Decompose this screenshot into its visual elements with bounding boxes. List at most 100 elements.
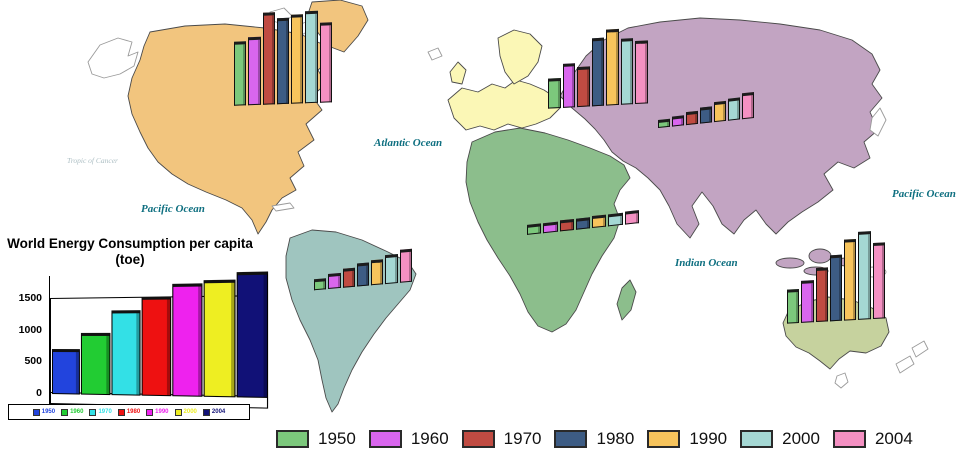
- mini-bar-1970: [342, 267, 355, 288]
- mini-bar-1960: [543, 221, 558, 234]
- legend-swatch: [461, 430, 495, 448]
- mini-bar-1950: [527, 223, 542, 235]
- chart-title: World Energy Consumption per capita (toe…: [7, 236, 253, 267]
- mini-bar-1950: [787, 288, 800, 324]
- mini-bar-2004: [742, 91, 754, 120]
- mini-legend-year: 2000: [183, 409, 197, 415]
- ocean-label: Pacific Ocean: [892, 188, 956, 200]
- mini-legend-item: 2000: [174, 408, 197, 416]
- mini-bar-1990: [714, 100, 726, 123]
- mini-chart-australia: [787, 224, 885, 324]
- region-madagascar: [616, 279, 637, 321]
- mini-bar-2004: [399, 248, 412, 283]
- mini-legend-item: 1960: [61, 408, 84, 416]
- legend-swatch: [554, 430, 588, 448]
- mini-legend-year: 1980: [126, 409, 141, 415]
- mini-bar-1950: [234, 41, 247, 106]
- mini-bar-1950: [658, 118, 670, 129]
- legend-item-1950: 1950: [276, 429, 356, 449]
- region-sumatra: [775, 257, 805, 269]
- mini-bar-2000: [608, 212, 623, 227]
- mini-chart-europe: [548, 27, 649, 109]
- mini-bar-1990: [291, 14, 304, 104]
- mini-bar-1980: [575, 217, 591, 230]
- legend-year-label: 2000: [782, 429, 820, 448]
- y-tick-label: 1000: [18, 324, 42, 336]
- mini-legend-year: 1990: [155, 409, 169, 415]
- legend-swatch: [647, 430, 681, 448]
- mini-bar-2000: [305, 10, 318, 104]
- mini-bar-1980: [276, 17, 290, 105]
- mini-bar-1970: [686, 110, 698, 126]
- legend-item-1970: 1970: [461, 429, 542, 449]
- ocean-label: Atlantic Ocean: [374, 137, 443, 149]
- chart-y-axis: 0 500 1000 1500: [6, 274, 46, 404]
- y-axis-line: [49, 276, 50, 404]
- legend-swatch: [832, 430, 866, 448]
- mini-bar-1970: [262, 12, 275, 105]
- mini-bar-1950: [314, 278, 327, 291]
- legend-year-label: 1950: [318, 429, 356, 448]
- region-new-zealand: [911, 340, 929, 358]
- legend-item-2004: 2004: [832, 429, 913, 449]
- mini-bar-2000: [728, 97, 740, 121]
- region-alaska: [87, 37, 139, 79]
- mini-legend-year: 1960: [70, 409, 84, 415]
- mini-bar-2004: [635, 40, 649, 105]
- legend-swatch: [368, 430, 402, 448]
- mini-bar-1980: [591, 37, 605, 107]
- mini-bar-1990: [371, 259, 384, 286]
- legend-item-1980: 1980: [554, 429, 634, 449]
- mini-legend-swatch: [61, 408, 69, 416]
- world-bar-1990: [172, 283, 203, 397]
- mini-bar-1960: [562, 63, 576, 108]
- mini-bar-1980: [829, 254, 843, 322]
- continent-europe: [447, 79, 561, 131]
- mini-legend-year: 2004: [211, 409, 226, 415]
- world-bar-2000: [204, 279, 236, 398]
- ocean-label: Pacific Ocean: [141, 203, 205, 215]
- mini-bar-1990: [844, 238, 857, 321]
- mini-bar-1960: [248, 36, 261, 106]
- mini-bar-2000: [620, 38, 634, 105]
- mini-bar-1960: [801, 280, 814, 323]
- mini-bar-1980: [356, 262, 370, 287]
- legend-swatch: [276, 430, 309, 448]
- legend-year-label: 1970: [503, 429, 542, 448]
- mini-legend-swatch: [174, 408, 182, 416]
- continent-south-america: [285, 229, 417, 413]
- mini-bar-1950: [548, 77, 561, 109]
- year-legend: 1950 1960 1970 1980 1990 2000 2004: [276, 424, 948, 454]
- world-bar-2004: [236, 271, 269, 398]
- world-bar-1980: [141, 296, 172, 397]
- chart-plot-area: [50, 271, 269, 409]
- world-bar-1970: [111, 310, 141, 396]
- legend-item-1960: 1960: [368, 429, 449, 449]
- chart-mini-legend: 1950 1960 1970 1980 1990 2000 2004: [8, 404, 250, 420]
- mini-bar-1960: [328, 272, 341, 290]
- mini-legend-item: 2004: [202, 408, 226, 416]
- legend-year-label: 2004: [874, 429, 913, 448]
- legend-swatch: [740, 430, 774, 448]
- region-iceland: [427, 47, 443, 61]
- mini-legend-swatch: [117, 408, 125, 416]
- legend-year-label: 1960: [410, 429, 449, 448]
- mini-bar-1970: [577, 66, 590, 108]
- world-bar-1950: [51, 349, 81, 395]
- region-japan: [869, 107, 887, 137]
- mini-legend-item: 1990: [146, 408, 169, 416]
- mini-bar-2004: [319, 22, 332, 103]
- mini-bar-2000: [385, 253, 398, 285]
- mini-bar-1960: [672, 115, 684, 127]
- legend-item-2000: 2000: [740, 429, 820, 449]
- region-scandinavia: [497, 29, 543, 85]
- legend-year-label: 1990: [689, 429, 728, 448]
- mini-legend-item: 1980: [117, 408, 141, 416]
- mini-legend-year: 1970: [98, 409, 112, 415]
- mini-legend-swatch: [32, 408, 40, 416]
- region-british-isles: [449, 61, 467, 85]
- world-bar-1960: [81, 332, 110, 396]
- mini-bar-1990: [592, 214, 607, 229]
- mini-legend-item: 1970: [89, 408, 112, 416]
